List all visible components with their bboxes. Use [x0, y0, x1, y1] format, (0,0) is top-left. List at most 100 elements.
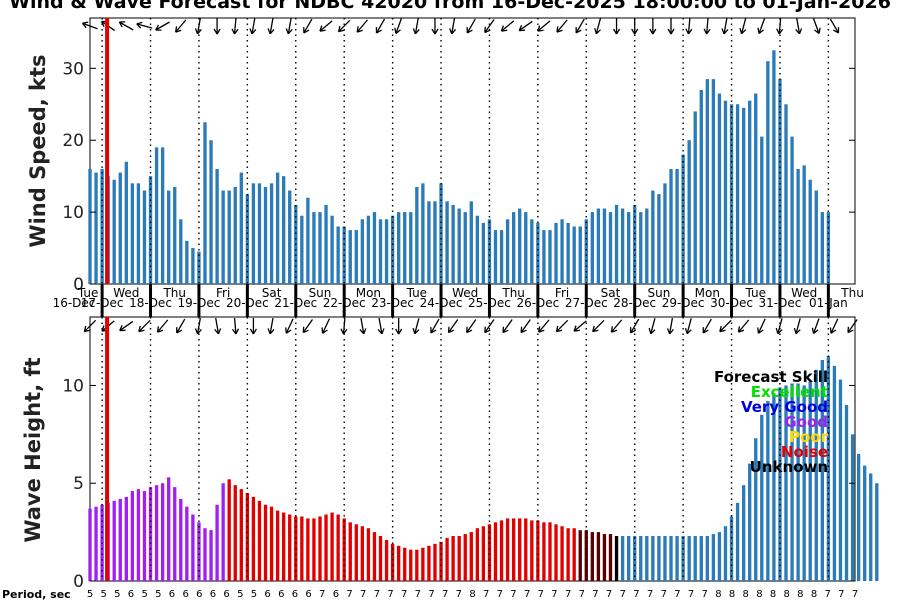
- direction-arrow: [484, 19, 495, 34]
- wave-bar: [384, 539, 389, 581]
- wind-bar: [705, 79, 709, 284]
- wind-bar: [421, 183, 425, 284]
- direction-arrow: [302, 319, 314, 334]
- wave-y-ticks: 0 5 10: [62, 376, 855, 592]
- direction-arrow: [793, 318, 801, 335]
- direction-arrow: [757, 318, 766, 334]
- wind-bar: [288, 190, 292, 284]
- period-tick: 7: [551, 589, 557, 600]
- direction-arrow: [231, 17, 239, 35]
- period-tick: 7: [374, 589, 380, 600]
- direction-arrow: [538, 319, 550, 333]
- direction-arrow: [119, 320, 134, 332]
- wave-bar: [705, 536, 709, 581]
- wind-bar: [94, 172, 98, 284]
- wave-bar: [366, 528, 371, 581]
- direction-arrow: [629, 318, 640, 334]
- wind-bar: [493, 230, 498, 284]
- period-tick: 7: [346, 589, 352, 600]
- direction-arrow: [502, 319, 513, 334]
- wave-bar: [518, 518, 522, 581]
- period-tick: 7: [852, 589, 858, 600]
- wave-bar: [856, 453, 861, 581]
- period-tick: 5: [155, 589, 161, 600]
- wave-bar: [203, 528, 207, 581]
- wave-bar: [493, 522, 498, 581]
- direction-arrow: [757, 18, 766, 35]
- direction-arrow: [484, 319, 495, 334]
- date-label: 19-Dec: [178, 296, 221, 310]
- direction-arrow: [394, 18, 403, 35]
- wave-bar: [445, 537, 449, 581]
- wind-bar: [760, 136, 764, 284]
- direction-arrow: [685, 17, 693, 35]
- wind-bar: [148, 176, 153, 284]
- period-tick: 7: [387, 589, 393, 600]
- wind-bar: [524, 212, 528, 284]
- direction-arrow: [83, 319, 97, 333]
- period-tick: 7: [319, 589, 325, 600]
- wind-bar: [608, 212, 613, 284]
- wave-bar: [312, 518, 316, 581]
- wind-bar: [360, 219, 365, 284]
- wave-bar: [820, 360, 824, 581]
- wave-bar: [421, 547, 425, 581]
- wave-bar: [602, 534, 607, 581]
- wave-bar: [542, 522, 546, 581]
- wind-bar: [130, 183, 135, 284]
- direction-arrow: [412, 318, 420, 335]
- period-tick: 7: [620, 589, 626, 600]
- direction-arrow: [556, 19, 568, 33]
- wave-bar: [772, 393, 776, 581]
- wave-bar: [481, 526, 486, 581]
- wind-bar: [511, 212, 516, 284]
- wave-bar: [651, 536, 655, 581]
- wave-bar: [154, 485, 159, 581]
- y-tick-label: 0: [73, 572, 84, 592]
- wave-bar: [233, 485, 237, 581]
- period-tick: 6: [264, 589, 270, 600]
- period-tick: 6: [333, 589, 339, 600]
- wave-bar: [578, 530, 582, 581]
- date-label: 28-Dec: [613, 296, 656, 310]
- wind-bar: [282, 176, 286, 284]
- direction-arrow: [795, 18, 803, 35]
- wave-bar: [832, 365, 837, 581]
- direction-arrow: [267, 318, 275, 335]
- wind-bar: [366, 215, 371, 284]
- direction-arrow: [176, 318, 186, 334]
- wind-bar: [372, 212, 377, 284]
- wind-bar: [663, 183, 667, 284]
- wind-bar: [778, 79, 782, 284]
- wind-bar: [590, 212, 594, 284]
- wind-bar: [263, 186, 268, 284]
- direction-arrow: [267, 18, 275, 35]
- wave-bar: [487, 524, 492, 581]
- wind-bar: [518, 208, 522, 284]
- wind-bar: [620, 208, 625, 284]
- wave-bar: [263, 504, 268, 581]
- wave-bar: [766, 401, 770, 581]
- wave-bar: [596, 532, 601, 581]
- legend-item: Poor: [789, 428, 829, 446]
- day-of-week-label: Sun: [647, 286, 670, 300]
- wave-bar: [633, 536, 637, 581]
- wind-bar: [772, 50, 776, 285]
- wind-bar: [560, 219, 564, 284]
- direction-arrow: [684, 318, 692, 335]
- wind-bar: [233, 186, 237, 284]
- period-tick: 7: [538, 589, 544, 600]
- period-tick: 7: [510, 589, 516, 600]
- wave-y-axis-label: Wave Height, ft: [21, 357, 45, 542]
- wind-bar: [179, 219, 183, 284]
- wind-bar: [505, 219, 510, 284]
- direction-arrow: [194, 18, 202, 35]
- wind-bar: [403, 212, 407, 284]
- wind-bar: [669, 168, 673, 284]
- wave-bar: [566, 528, 570, 581]
- wave-bar: [179, 498, 183, 581]
- wave-bar: [185, 506, 189, 581]
- wind-bar: [445, 201, 449, 284]
- wave-bar: [838, 379, 843, 581]
